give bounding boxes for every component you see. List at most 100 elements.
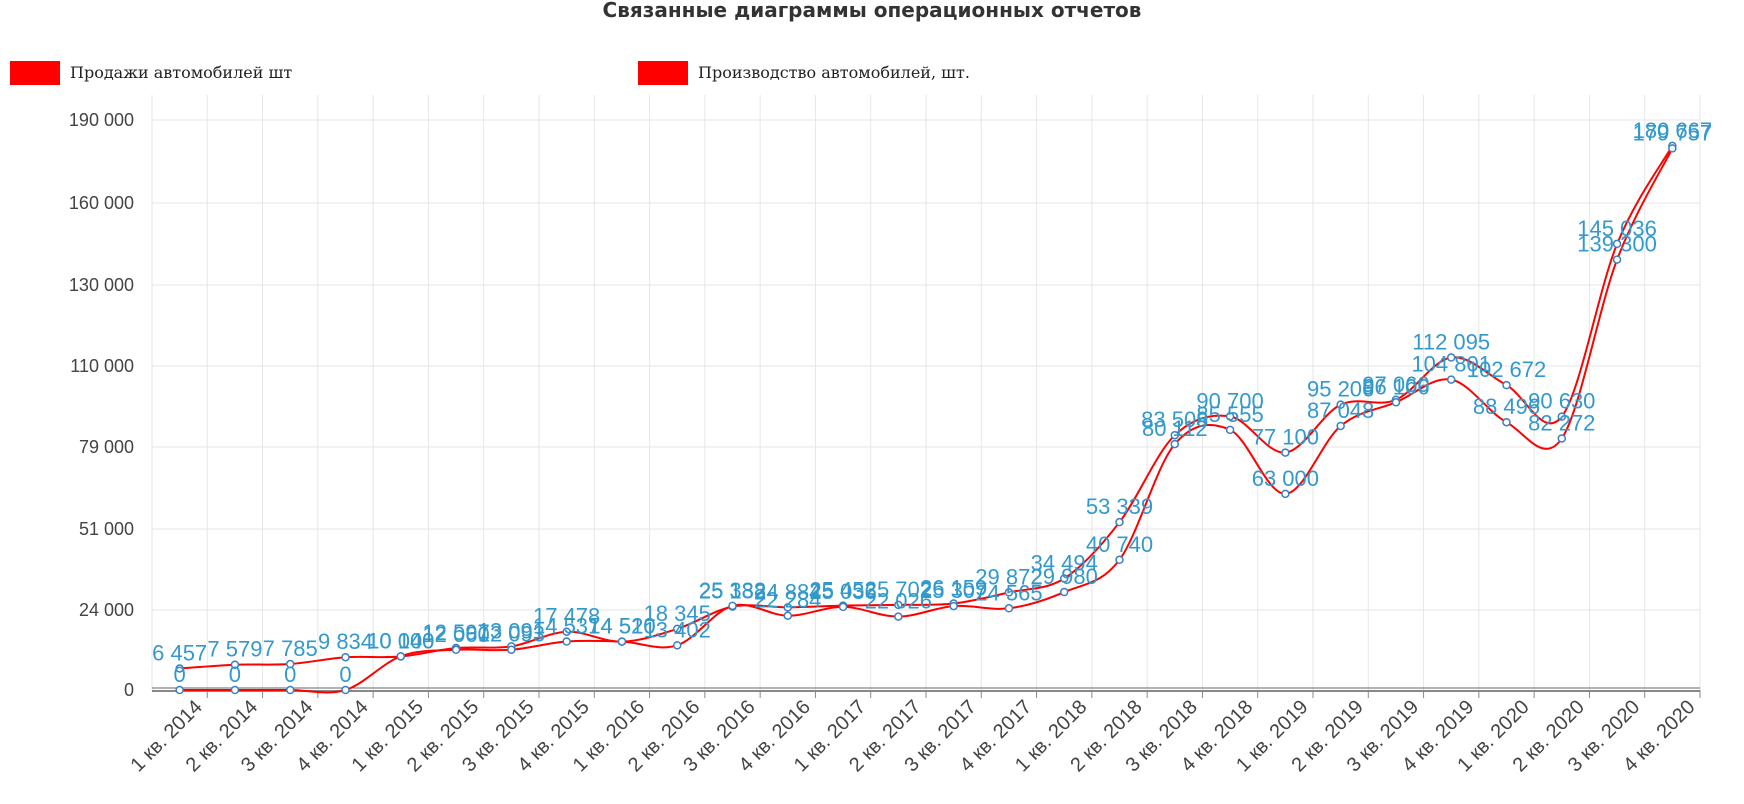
series-2-point <box>1502 417 1511 427</box>
series-1-data-label: 9 834 <box>318 629 373 654</box>
series-2-data-label: 22 284 <box>754 588 821 613</box>
y-tick-label: 51 000 <box>79 519 134 539</box>
series-1-data-label: 34 494 <box>1031 551 1098 576</box>
series-1-point <box>285 659 295 669</box>
series-2-data-label: 14 537 <box>533 614 600 639</box>
series-1-data-label: 83 508 <box>1141 407 1208 432</box>
series-2-point <box>949 601 958 611</box>
series-1-data-label: 24 884 <box>754 579 821 604</box>
series-2-point <box>230 685 240 695</box>
series-2-point <box>1170 439 1180 449</box>
series-1-point <box>1059 574 1069 583</box>
series-2-data-label: 82 272 <box>1528 410 1595 435</box>
series-2-data-label: 12 060 <box>422 622 489 647</box>
series-2-point <box>728 601 737 611</box>
legend-swatch-1 <box>10 61 60 85</box>
series-2-point <box>783 611 793 620</box>
series-2-point <box>1557 434 1567 443</box>
series-2-data-label: 0 <box>174 662 186 687</box>
series-2-data-label: 25 036 <box>809 579 876 604</box>
series-2-point <box>175 685 184 695</box>
series-2-data-label: 0 <box>339 662 351 687</box>
series-2-point <box>672 641 682 650</box>
y-tick-label: 160 000 <box>69 193 134 213</box>
series-1-data-label: 53 339 <box>1086 494 1153 519</box>
series-2-data-label: 25 307 <box>920 578 987 603</box>
series-2-data-label: 88 496 <box>1473 394 1540 419</box>
series-1-data-label: 90 630 <box>1528 389 1595 414</box>
series-1-point <box>230 660 240 669</box>
series-1-data-label: 17 478 <box>533 604 600 629</box>
series-1-data-label: 102 672 <box>1467 357 1547 382</box>
series-1-data-label: 13 091 <box>478 618 545 643</box>
y-tick-label: 0 <box>124 680 134 700</box>
legend-item-2: Производство автомобилей, шт. <box>638 61 970 85</box>
series-2-point <box>1446 375 1456 384</box>
series-1-data-label: 6 457 <box>152 640 207 665</box>
series-2-data-label: 87 048 <box>1307 398 1374 423</box>
series-2-data-label: 0 <box>229 662 241 687</box>
series-1-point <box>1004 588 1014 597</box>
page-title: Связанные диаграммы операционных отчетов <box>602 0 1142 22</box>
series-2-data-label: 40 740 <box>1086 532 1153 557</box>
series-1-point <box>1225 412 1235 421</box>
series-1-point <box>783 603 793 612</box>
series-2-data-label: 25 388 <box>699 578 766 603</box>
y-tick-label: 130 000 <box>69 275 134 295</box>
series-1-data-label: 95 206 <box>1307 377 1374 402</box>
series-2-data-label: 63 000 <box>1252 466 1319 491</box>
series-2-point <box>1059 587 1069 597</box>
series-2-point <box>894 612 903 621</box>
series-1-point <box>562 627 571 636</box>
series-line-1 <box>179 145 1674 670</box>
series-2-point <box>1612 255 1622 264</box>
series-1-point <box>894 600 903 610</box>
series-2-data-label: 29 980 <box>1031 564 1098 589</box>
series-1-point <box>175 664 184 673</box>
series-2-data-label: 10 100 <box>367 628 434 653</box>
series-2-point <box>617 637 627 646</box>
series-2-data-label: 104 801 <box>1411 352 1491 377</box>
series-1-data-label: 25 702 <box>865 577 932 602</box>
series-1-data-label: 25 453 <box>809 578 876 603</box>
series-2-data-label: 80 112 <box>1142 416 1208 441</box>
y-tick-label: 24 000 <box>79 600 134 620</box>
series-1-data-label: 97 060 <box>1362 372 1429 397</box>
series-1-point <box>341 652 350 662</box>
series-2-point <box>1391 398 1401 407</box>
series-2-data-label: 139 300 <box>1577 232 1657 257</box>
series-1-data-label: 26 159 <box>920 576 987 601</box>
series-1-data-label: 14 510 <box>588 614 655 639</box>
series-1-point <box>1446 353 1456 362</box>
series-1-data-label: 12 597 <box>422 620 489 645</box>
series-1-data-label: 77 100 <box>1252 425 1319 450</box>
series-2-data-label: 13 402 <box>644 617 711 642</box>
series-1-point <box>1336 400 1345 409</box>
series-2-point <box>396 652 406 661</box>
series-2-data-label: 12 093 <box>478 622 545 647</box>
series-1-data-label: 180 667 <box>1633 118 1713 143</box>
series-2-point <box>285 685 295 695</box>
series-1-point <box>1502 380 1511 390</box>
series-2-point <box>507 645 516 654</box>
series-2-data-label: 22 026 <box>865 589 932 614</box>
series-1-data-label: 112 095 <box>1412 330 1490 355</box>
series-2-point <box>1336 421 1345 431</box>
series-1-point <box>672 624 682 634</box>
series-2-point <box>562 637 571 646</box>
y-tick-label: 110 000 <box>70 356 134 376</box>
legend-item-1: Продажи автомобилей шт <box>10 61 292 85</box>
series-2-point <box>451 645 461 655</box>
y-tick-label: 190 000 <box>69 110 134 130</box>
series-1-point <box>1557 412 1567 421</box>
series-1-point <box>1115 517 1124 527</box>
series-2-data-label: 179 757 <box>1633 120 1713 145</box>
series-1-data-label: 18 345 <box>644 601 711 626</box>
series-1-point <box>1281 448 1290 457</box>
series-2-point <box>341 685 350 695</box>
series-2-data-label: 24 565 <box>975 580 1042 605</box>
series-1-data-label: 25 132 <box>699 579 766 604</box>
series-2-data-label: 85 555 <box>1196 402 1263 427</box>
series-1-data-label: 7 785 <box>263 636 318 661</box>
